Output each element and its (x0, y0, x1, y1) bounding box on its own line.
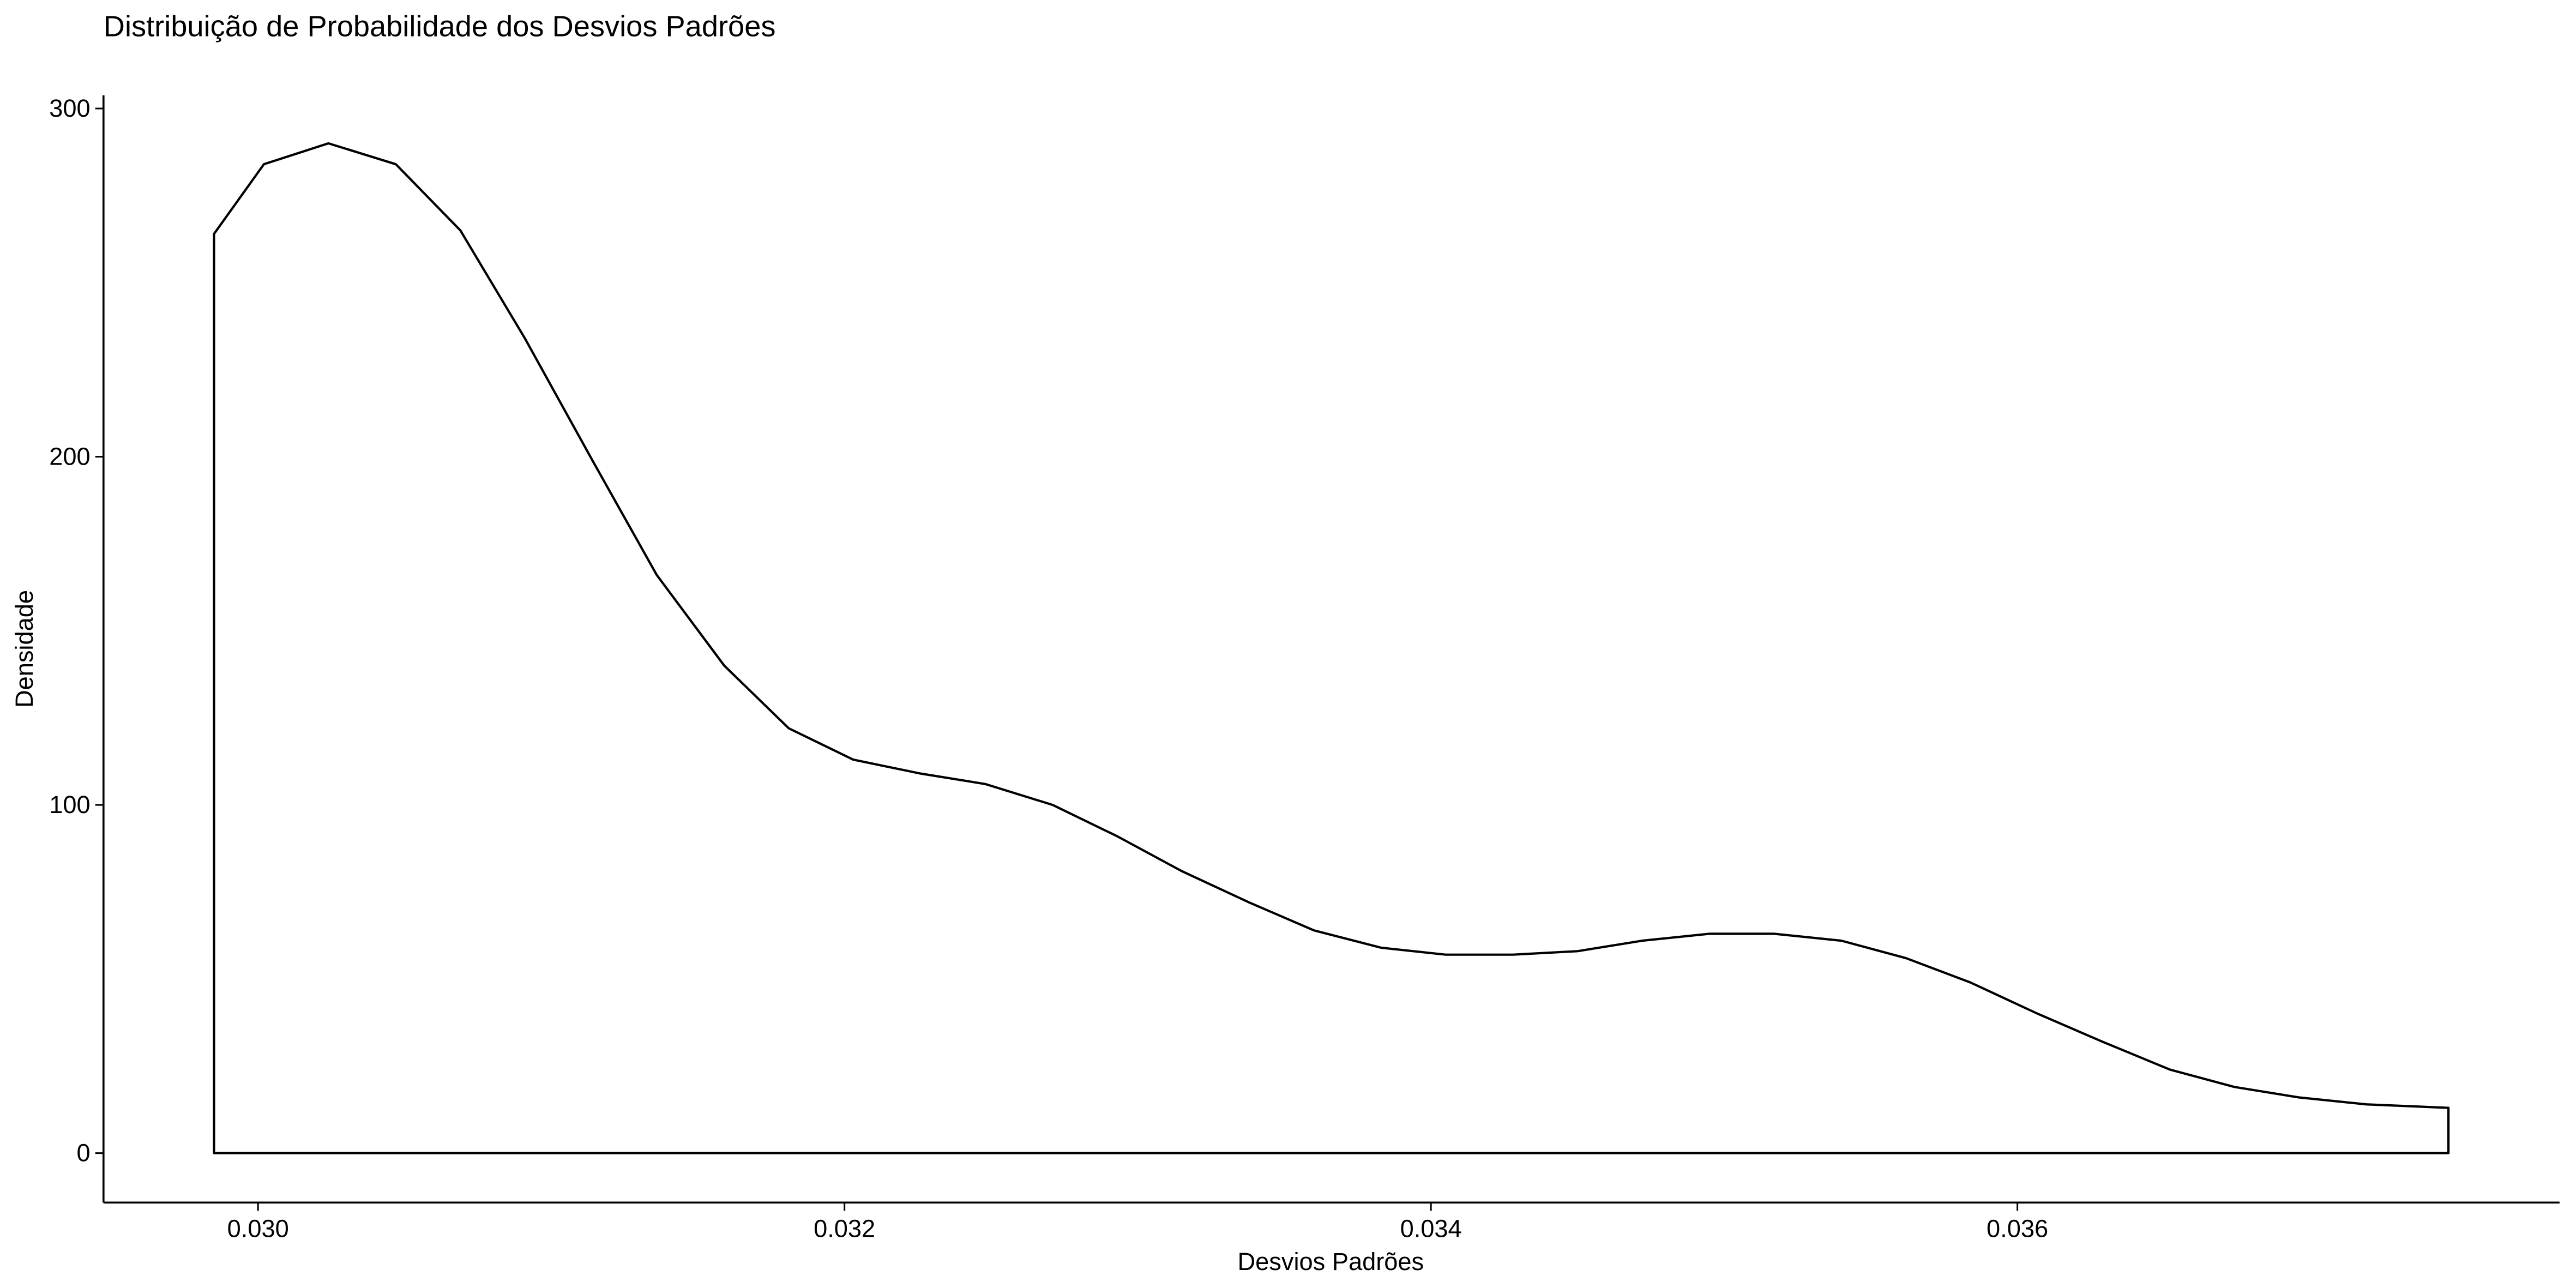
x-tick-label: 0.034 (1400, 1215, 1462, 1243)
y-tick-label: 300 (49, 94, 90, 122)
x-tick-label: 0.036 (1987, 1215, 2048, 1243)
y-tick-label: 200 (49, 443, 90, 471)
x-tick-label: 0.032 (814, 1215, 875, 1243)
y-tick-label: 100 (49, 791, 90, 818)
y-tick-label: 0 (77, 1139, 91, 1167)
density-curve (213, 142, 2450, 1154)
x-tick-label: 0.030 (227, 1215, 289, 1243)
chart-title: Distribuição de Probabilidade dos Desvio… (104, 10, 776, 43)
x-axis-label: Desvios Padrões (1238, 1248, 1424, 1275)
y-axis-label: Densidade (10, 590, 38, 708)
